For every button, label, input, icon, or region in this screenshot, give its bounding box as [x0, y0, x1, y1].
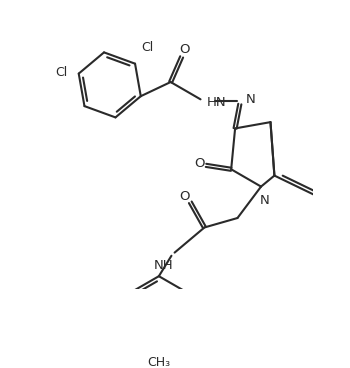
Text: O: O — [195, 157, 205, 170]
Text: Cl: Cl — [141, 41, 154, 54]
Text: HN: HN — [207, 96, 226, 109]
Text: O: O — [180, 43, 190, 56]
Text: O: O — [179, 190, 189, 202]
Text: N: N — [245, 93, 255, 106]
Text: Cl: Cl — [56, 66, 68, 78]
Text: CH₃: CH₃ — [147, 356, 170, 368]
Text: N: N — [259, 194, 269, 208]
Text: NH: NH — [153, 259, 173, 272]
